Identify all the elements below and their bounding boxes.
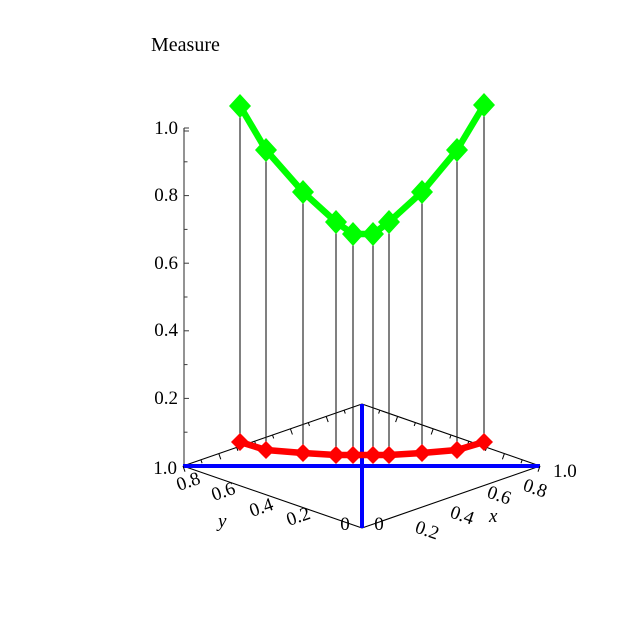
svg-text:x: x [488, 506, 498, 527]
svg-text:0.4: 0.4 [154, 320, 178, 341]
svg-text:0.2: 0.2 [154, 388, 178, 409]
svg-text:0.8: 0.8 [154, 185, 178, 206]
svg-text:1.0: 1.0 [553, 461, 577, 482]
svg-text:Measure: Measure [151, 34, 220, 56]
svg-text:1.0: 1.0 [154, 118, 178, 139]
svg-text:0: 0 [374, 514, 384, 535]
svg-text:0: 0 [340, 514, 350, 535]
svg-text:y: y [216, 511, 227, 532]
svg-text:0.6: 0.6 [154, 253, 178, 274]
